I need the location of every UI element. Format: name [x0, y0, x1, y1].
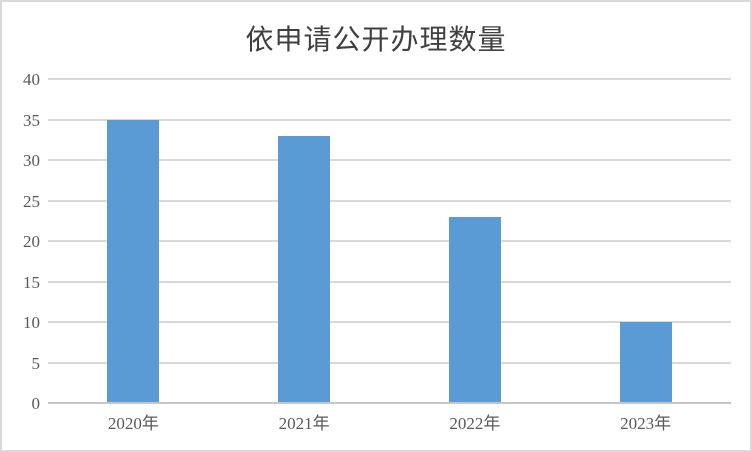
bar-2022年	[448, 216, 501, 403]
x-axis-line	[48, 402, 731, 404]
gridline-y-5	[48, 361, 731, 364]
x-tick-label: 2021年	[278, 414, 330, 433]
y-tick-label: 0	[31, 394, 41, 413]
y-tick-label: 25	[23, 191, 40, 211]
bar-2020年	[107, 119, 160, 403]
x-tick-label: 2023年	[620, 414, 672, 433]
gridline-y-40	[48, 78, 731, 80]
y-tick-label: 30	[23, 151, 40, 170]
bar-2021年	[278, 135, 331, 403]
y-tick-label: 20	[23, 232, 40, 251]
gridline-y-15	[48, 280, 731, 283]
x-tick-label: 2020年	[107, 414, 159, 433]
y-tick-label: 40	[23, 70, 40, 89]
bar-2023年	[619, 322, 672, 403]
plot-area	[48, 78, 731, 404]
gridline-y-20	[48, 240, 731, 242]
y-tick-label: 35	[23, 110, 40, 130]
y-tick-label: 15	[23, 272, 40, 292]
chart-title: 依申请公开办理数量	[245, 25, 507, 56]
gridline-y-30	[48, 159, 731, 161]
y-tick-label: 10	[23, 313, 40, 332]
x-tick-label: 2022年	[449, 414, 501, 433]
gridline-y-35	[48, 118, 731, 121]
gridline-y-10	[48, 321, 731, 323]
gridline-y-25	[48, 199, 731, 202]
y-tick-label: 5	[31, 353, 41, 373]
